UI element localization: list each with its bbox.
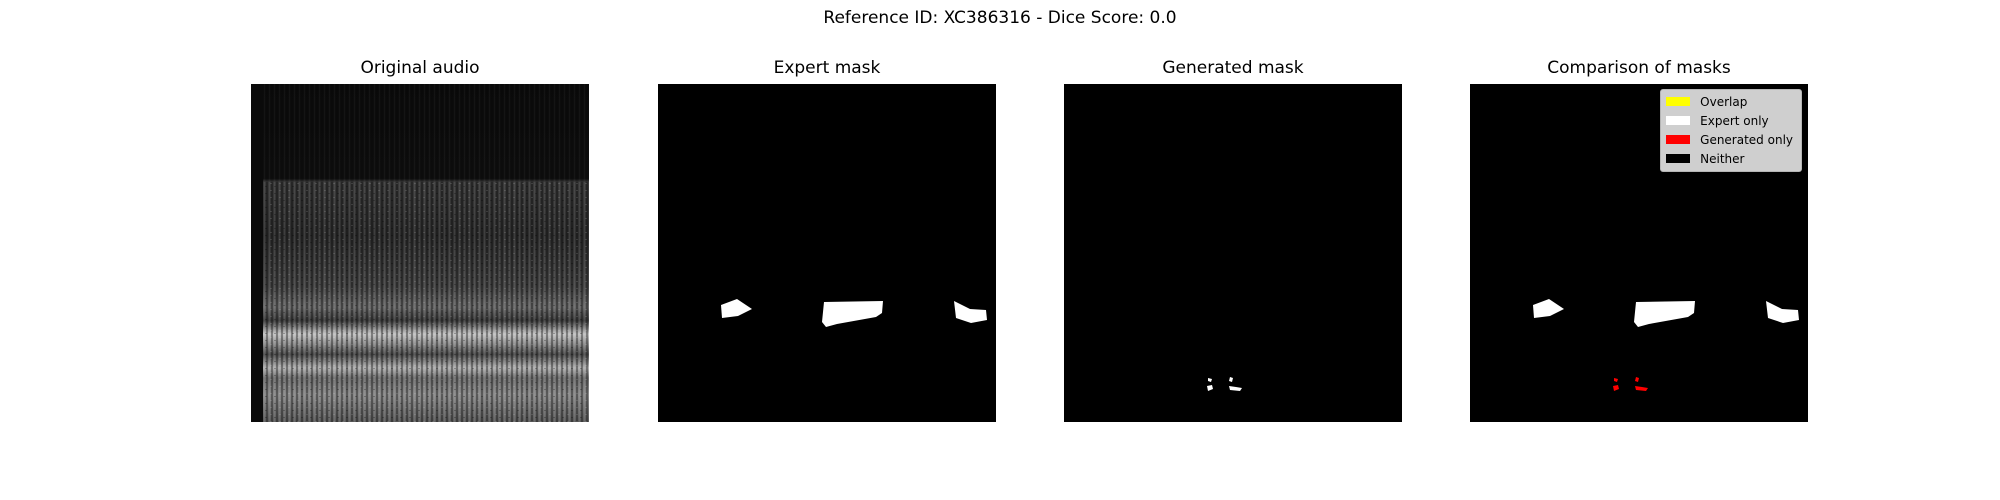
legend-label-expert-only: Expert only <box>1700 113 1769 128</box>
generated-region-1 <box>1208 378 1212 382</box>
expert-region-2 <box>822 301 883 327</box>
comparison-panel: Overlap Expert only Generated only Neith… <box>1470 84 1808 422</box>
legend-swatch-expert-only <box>1666 116 1691 125</box>
comparison-expert-region-3 <box>1766 301 1799 323</box>
generated-region-3 <box>1229 377 1233 382</box>
spectrogram-panel <box>251 84 589 422</box>
legend-label-generated-only: Generated only <box>1700 132 1793 147</box>
comparison-generated-region-2 <box>1613 385 1619 391</box>
comparison-generated-region-3 <box>1635 377 1639 382</box>
panel-title-expert-mask: Expert mask <box>773 58 881 78</box>
comparison-expert-region-2 <box>1634 301 1695 327</box>
expert-region-1 <box>721 299 752 318</box>
panel-title-original-audio: Original audio <box>360 58 480 78</box>
legend-item-expert-only: Expert only <box>1666 111 1793 130</box>
suptitle: Reference ID: XC386316 - Dice Score: 0.0 <box>823 8 1177 28</box>
legend-swatch-neither <box>1666 154 1691 163</box>
comparison-generated-region-4 <box>1635 386 1648 391</box>
legend-label-overlap: Overlap <box>1700 94 1748 109</box>
legend: Overlap Expert only Generated only Neith… <box>1660 89 1802 172</box>
legend-item-overlap: Overlap <box>1666 92 1793 111</box>
comparison-generated-region-1 <box>1614 378 1618 382</box>
legend-swatch-generated-only <box>1666 135 1691 144</box>
legend-item-neither: Neither <box>1666 149 1793 168</box>
expert-region-3 <box>954 301 987 323</box>
panel-title-comparison: Comparison of masks <box>1547 58 1731 78</box>
legend-label-neither: Neither <box>1700 151 1745 166</box>
generated-region-4 <box>1229 386 1242 391</box>
spectrogram-image <box>251 84 589 422</box>
panel-title-generated-mask: Generated mask <box>1162 58 1304 78</box>
comparison-expert-region-1 <box>1533 299 1564 318</box>
legend-item-generated-only: Generated only <box>1666 130 1793 149</box>
generated-mask-panel <box>1064 84 1402 422</box>
generated-region-2 <box>1207 385 1213 391</box>
expert-mask-panel <box>658 84 996 422</box>
legend-swatch-overlap <box>1666 97 1691 106</box>
